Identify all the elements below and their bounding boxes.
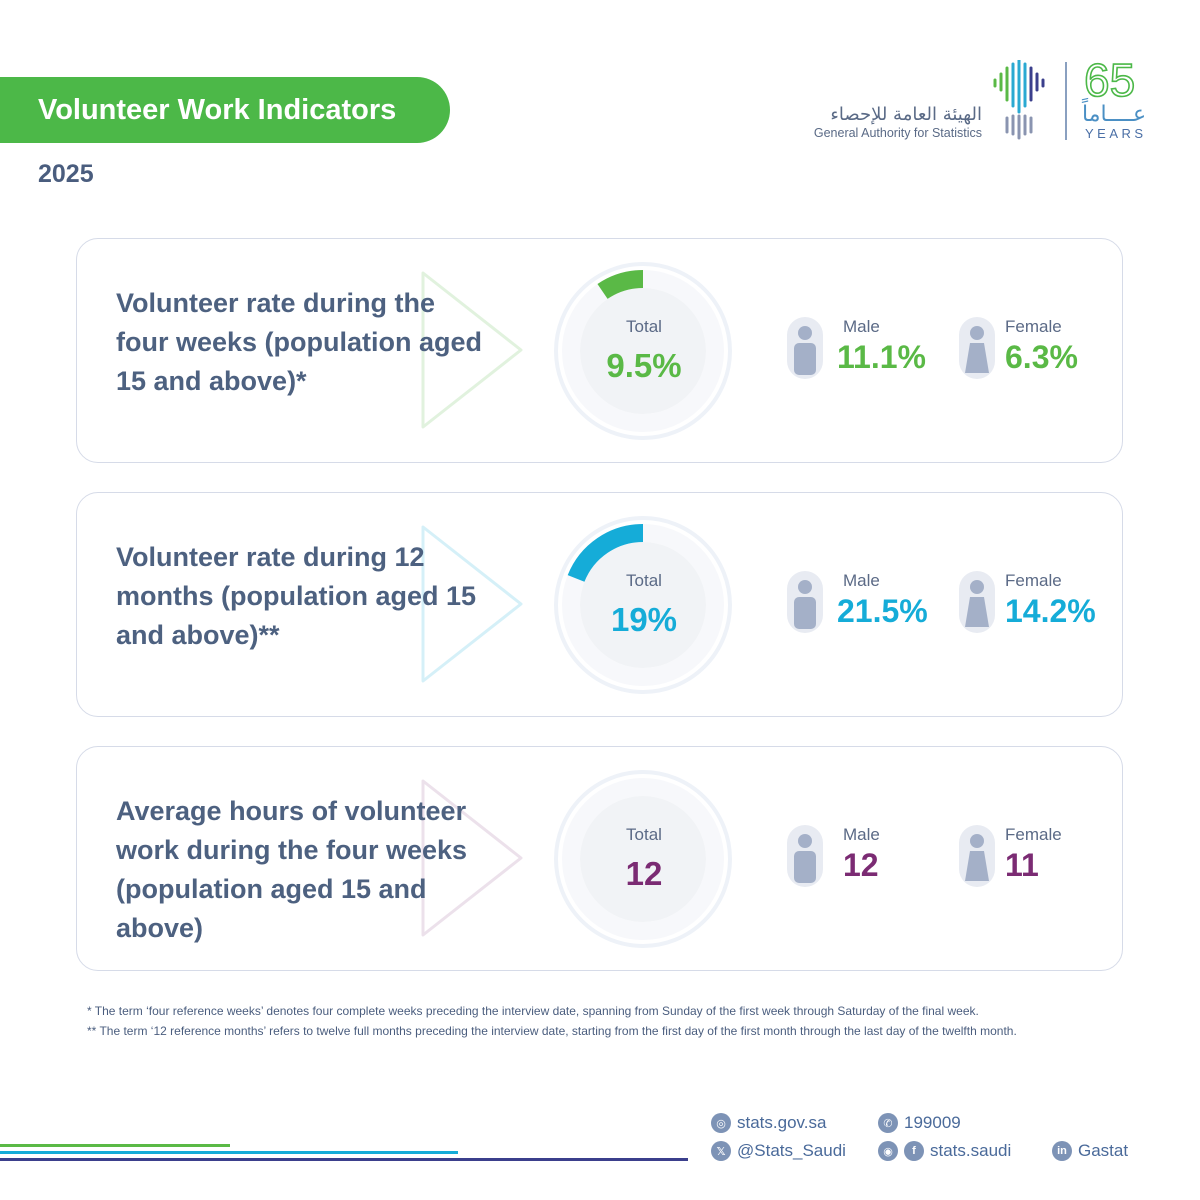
indicator-card-weekly-rate: Volunteer rate during the four weeks (po… (76, 238, 1123, 463)
x-twitter-icon: 𝕏 (711, 1141, 731, 1161)
phone-icon: ✆ (878, 1113, 898, 1133)
footnote-months: ** The term ‘12 reference months’ refers… (87, 1024, 1017, 1038)
indicator-label: Volunteer rate during 12 months (populat… (116, 542, 477, 650)
anniversary-arabic: عــــاماً (1082, 102, 1147, 127)
indicator-label: Average hours of volunteer work during t… (116, 796, 468, 943)
play-arrow-decoration-icon (421, 779, 523, 937)
male-value: 11.1% (837, 339, 926, 375)
total-value: 19% (610, 601, 678, 638)
total-label: Total (626, 317, 662, 336)
donut-progress-arc (567, 524, 644, 583)
twitter-text: @Stats_Saudi (737, 1141, 846, 1160)
social-text: stats.saudi (930, 1141, 1012, 1160)
logo-english-text: General Authority for Statistics (813, 126, 982, 140)
twitter-link[interactable]: 𝕏 @Stats_Saudi (711, 1141, 846, 1161)
website-link[interactable]: ◎ stats.gov.sa (711, 1113, 826, 1133)
anniversary-years: YEARS (1085, 126, 1147, 141)
male-person-icon (787, 571, 823, 633)
male-person-icon (787, 317, 823, 379)
page-title: Volunteer Work Indicators (38, 94, 397, 126)
total-label: Total (626, 825, 662, 844)
female-person-icon (959, 825, 995, 887)
social-link[interactable]: ◉ f stats.saudi (878, 1141, 1011, 1161)
globe-icon: ◎ (711, 1113, 731, 1133)
play-arrow-decoration-icon (421, 271, 523, 429)
female-value: 6.3% (1005, 339, 1078, 375)
instagram-icon: ◉ (878, 1141, 898, 1161)
total-value: 12 (625, 855, 663, 892)
donut-center (580, 796, 706, 922)
footnote-weeks: * The term ‘four reference weeks’ denote… (87, 1004, 979, 1018)
facebook-icon: f (904, 1141, 924, 1161)
footer-line-navy (0, 1158, 688, 1161)
male-label: Male (843, 317, 880, 336)
donut-track (562, 778, 724, 940)
footer-line-blue (0, 1151, 458, 1154)
indicator-card-average-hours: Average hours of volunteer work during t… (76, 746, 1123, 971)
indicator-label: Volunteer rate during the four weeks (po… (116, 288, 483, 396)
footer-line-green (0, 1144, 230, 1147)
male-label: Male (843, 825, 880, 844)
female-label: Female (1005, 825, 1062, 844)
female-label: Female (1005, 571, 1062, 590)
male-person-icon (787, 825, 823, 887)
gastat-logo: الهيئة العامة للإحصاء General Authority … (800, 58, 1160, 148)
year-label: 2025 (38, 160, 94, 188)
total-donut (554, 262, 732, 440)
donut-progress-arc (597, 270, 644, 300)
linkedin-text: Gastat (1078, 1141, 1129, 1160)
donut-center (580, 542, 706, 668)
male-label: Male (843, 571, 880, 590)
male-value: 21.5% (837, 593, 928, 629)
logo-arabic-text: الهيئة العامة للإحصاء (830, 104, 982, 125)
anniversary-number-text: 65 (1084, 58, 1135, 104)
linkedin-link[interactable]: in Gastat (1052, 1141, 1128, 1161)
title-banner: Volunteer Work Indicators (0, 77, 450, 143)
play-arrow-decoration-icon (421, 525, 523, 683)
indicator-card-annual-rate: Volunteer rate during 12 months (populat… (76, 492, 1123, 717)
female-value: 11 (1005, 847, 1039, 883)
phone-text: 199009 (904, 1113, 961, 1132)
female-person-icon (959, 317, 995, 379)
female-person-icon (959, 571, 995, 633)
website-text: stats.gov.sa (737, 1113, 827, 1132)
total-label: Total (626, 571, 662, 590)
phone-link[interactable]: ✆ 199009 (878, 1113, 961, 1133)
gastat-emblem-icon (993, 60, 1045, 140)
anniversary-number: 65 (1083, 58, 1136, 104)
logo-divider (1065, 62, 1067, 140)
female-label: Female (1005, 317, 1062, 336)
female-value: 14.2% (1005, 593, 1096, 629)
donut-center (580, 288, 706, 414)
total-donut (554, 770, 732, 948)
linkedin-icon: in (1052, 1141, 1072, 1161)
total-value: 9.5% (606, 347, 682, 384)
total-donut (554, 516, 732, 694)
male-value: 12 (843, 847, 879, 883)
